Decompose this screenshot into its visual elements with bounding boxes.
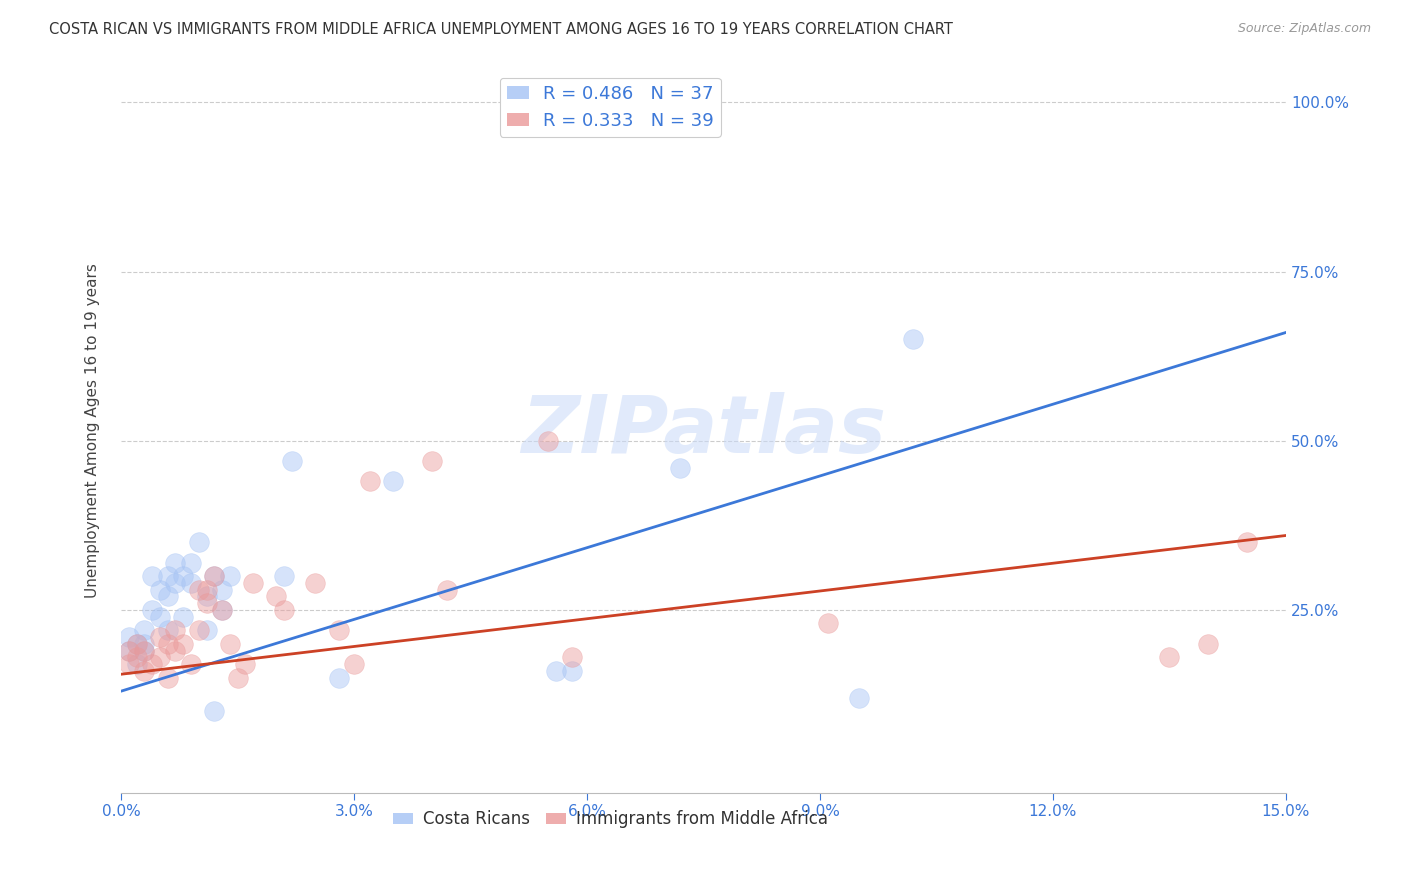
Point: [134, 637, 156, 651]
Text: ZIPatlas: ZIPatlas: [522, 392, 886, 469]
Point: [328, 671, 350, 685]
Point: [187, 535, 209, 549]
Point: [328, 624, 350, 638]
Point: [118, 630, 141, 644]
Point: [165, 643, 187, 657]
Point: [172, 609, 194, 624]
Point: [165, 575, 187, 590]
Point: [156, 671, 179, 685]
Point: [560, 650, 582, 665]
Text: COSTA RICAN VS IMMIGRANTS FROM MIDDLE AFRICA UNEMPLOYMENT AMONG AGES 16 TO 19 YE: COSTA RICAN VS IMMIGRANTS FROM MIDDLE AF…: [49, 22, 953, 37]
Point: [149, 582, 172, 597]
Point: [149, 609, 172, 624]
Point: [172, 569, 194, 583]
Point: [195, 596, 218, 610]
Point: [187, 624, 209, 638]
Point: [359, 475, 381, 489]
Point: [141, 657, 163, 671]
Point: [156, 637, 179, 651]
Point: [669, 460, 692, 475]
Point: [156, 624, 179, 638]
Point: [118, 643, 141, 657]
Point: [156, 590, 179, 604]
Point: [156, 569, 179, 583]
Point: [1197, 637, 1219, 651]
Point: [195, 624, 218, 638]
Point: [211, 603, 233, 617]
Point: [134, 643, 156, 657]
Point: [172, 637, 194, 651]
Point: [436, 582, 458, 597]
Point: [180, 657, 202, 671]
Point: [141, 569, 163, 583]
Point: [118, 643, 141, 657]
Point: [149, 630, 172, 644]
Point: [202, 569, 225, 583]
Point: [281, 454, 304, 468]
Point: [218, 637, 240, 651]
Point: [211, 582, 233, 597]
Point: [180, 575, 202, 590]
Point: [125, 657, 148, 671]
Y-axis label: Unemployment Among Ages 16 to 19 years: Unemployment Among Ages 16 to 19 years: [86, 263, 100, 598]
Point: [118, 657, 141, 671]
Point: [848, 690, 870, 705]
Point: [195, 582, 218, 597]
Point: [343, 657, 366, 671]
Point: [125, 637, 148, 651]
Point: [134, 664, 156, 678]
Point: [273, 603, 295, 617]
Point: [195, 590, 218, 604]
Point: [211, 603, 233, 617]
Point: [180, 556, 202, 570]
Point: [1236, 535, 1258, 549]
Point: [149, 650, 172, 665]
Point: [187, 582, 209, 597]
Point: [134, 624, 156, 638]
Point: [165, 624, 187, 638]
Point: [165, 556, 187, 570]
Point: [235, 657, 257, 671]
Point: [125, 650, 148, 665]
Point: [903, 332, 925, 346]
Point: [817, 616, 839, 631]
Point: [202, 569, 225, 583]
Point: [141, 603, 163, 617]
Point: [304, 575, 326, 590]
Point: [381, 475, 404, 489]
Point: [273, 569, 295, 583]
Point: [266, 590, 288, 604]
Point: [537, 434, 560, 448]
Point: [134, 643, 156, 657]
Point: [544, 664, 567, 678]
Point: [420, 454, 443, 468]
Text: Source: ZipAtlas.com: Source: ZipAtlas.com: [1237, 22, 1371, 36]
Point: [218, 569, 240, 583]
Legend: Costa Ricans, Immigrants from Middle Africa: Costa Ricans, Immigrants from Middle Afr…: [385, 804, 835, 835]
Point: [560, 664, 582, 678]
Point: [242, 575, 264, 590]
Point: [1159, 650, 1181, 665]
Point: [125, 637, 148, 651]
Point: [202, 705, 225, 719]
Point: [226, 671, 249, 685]
